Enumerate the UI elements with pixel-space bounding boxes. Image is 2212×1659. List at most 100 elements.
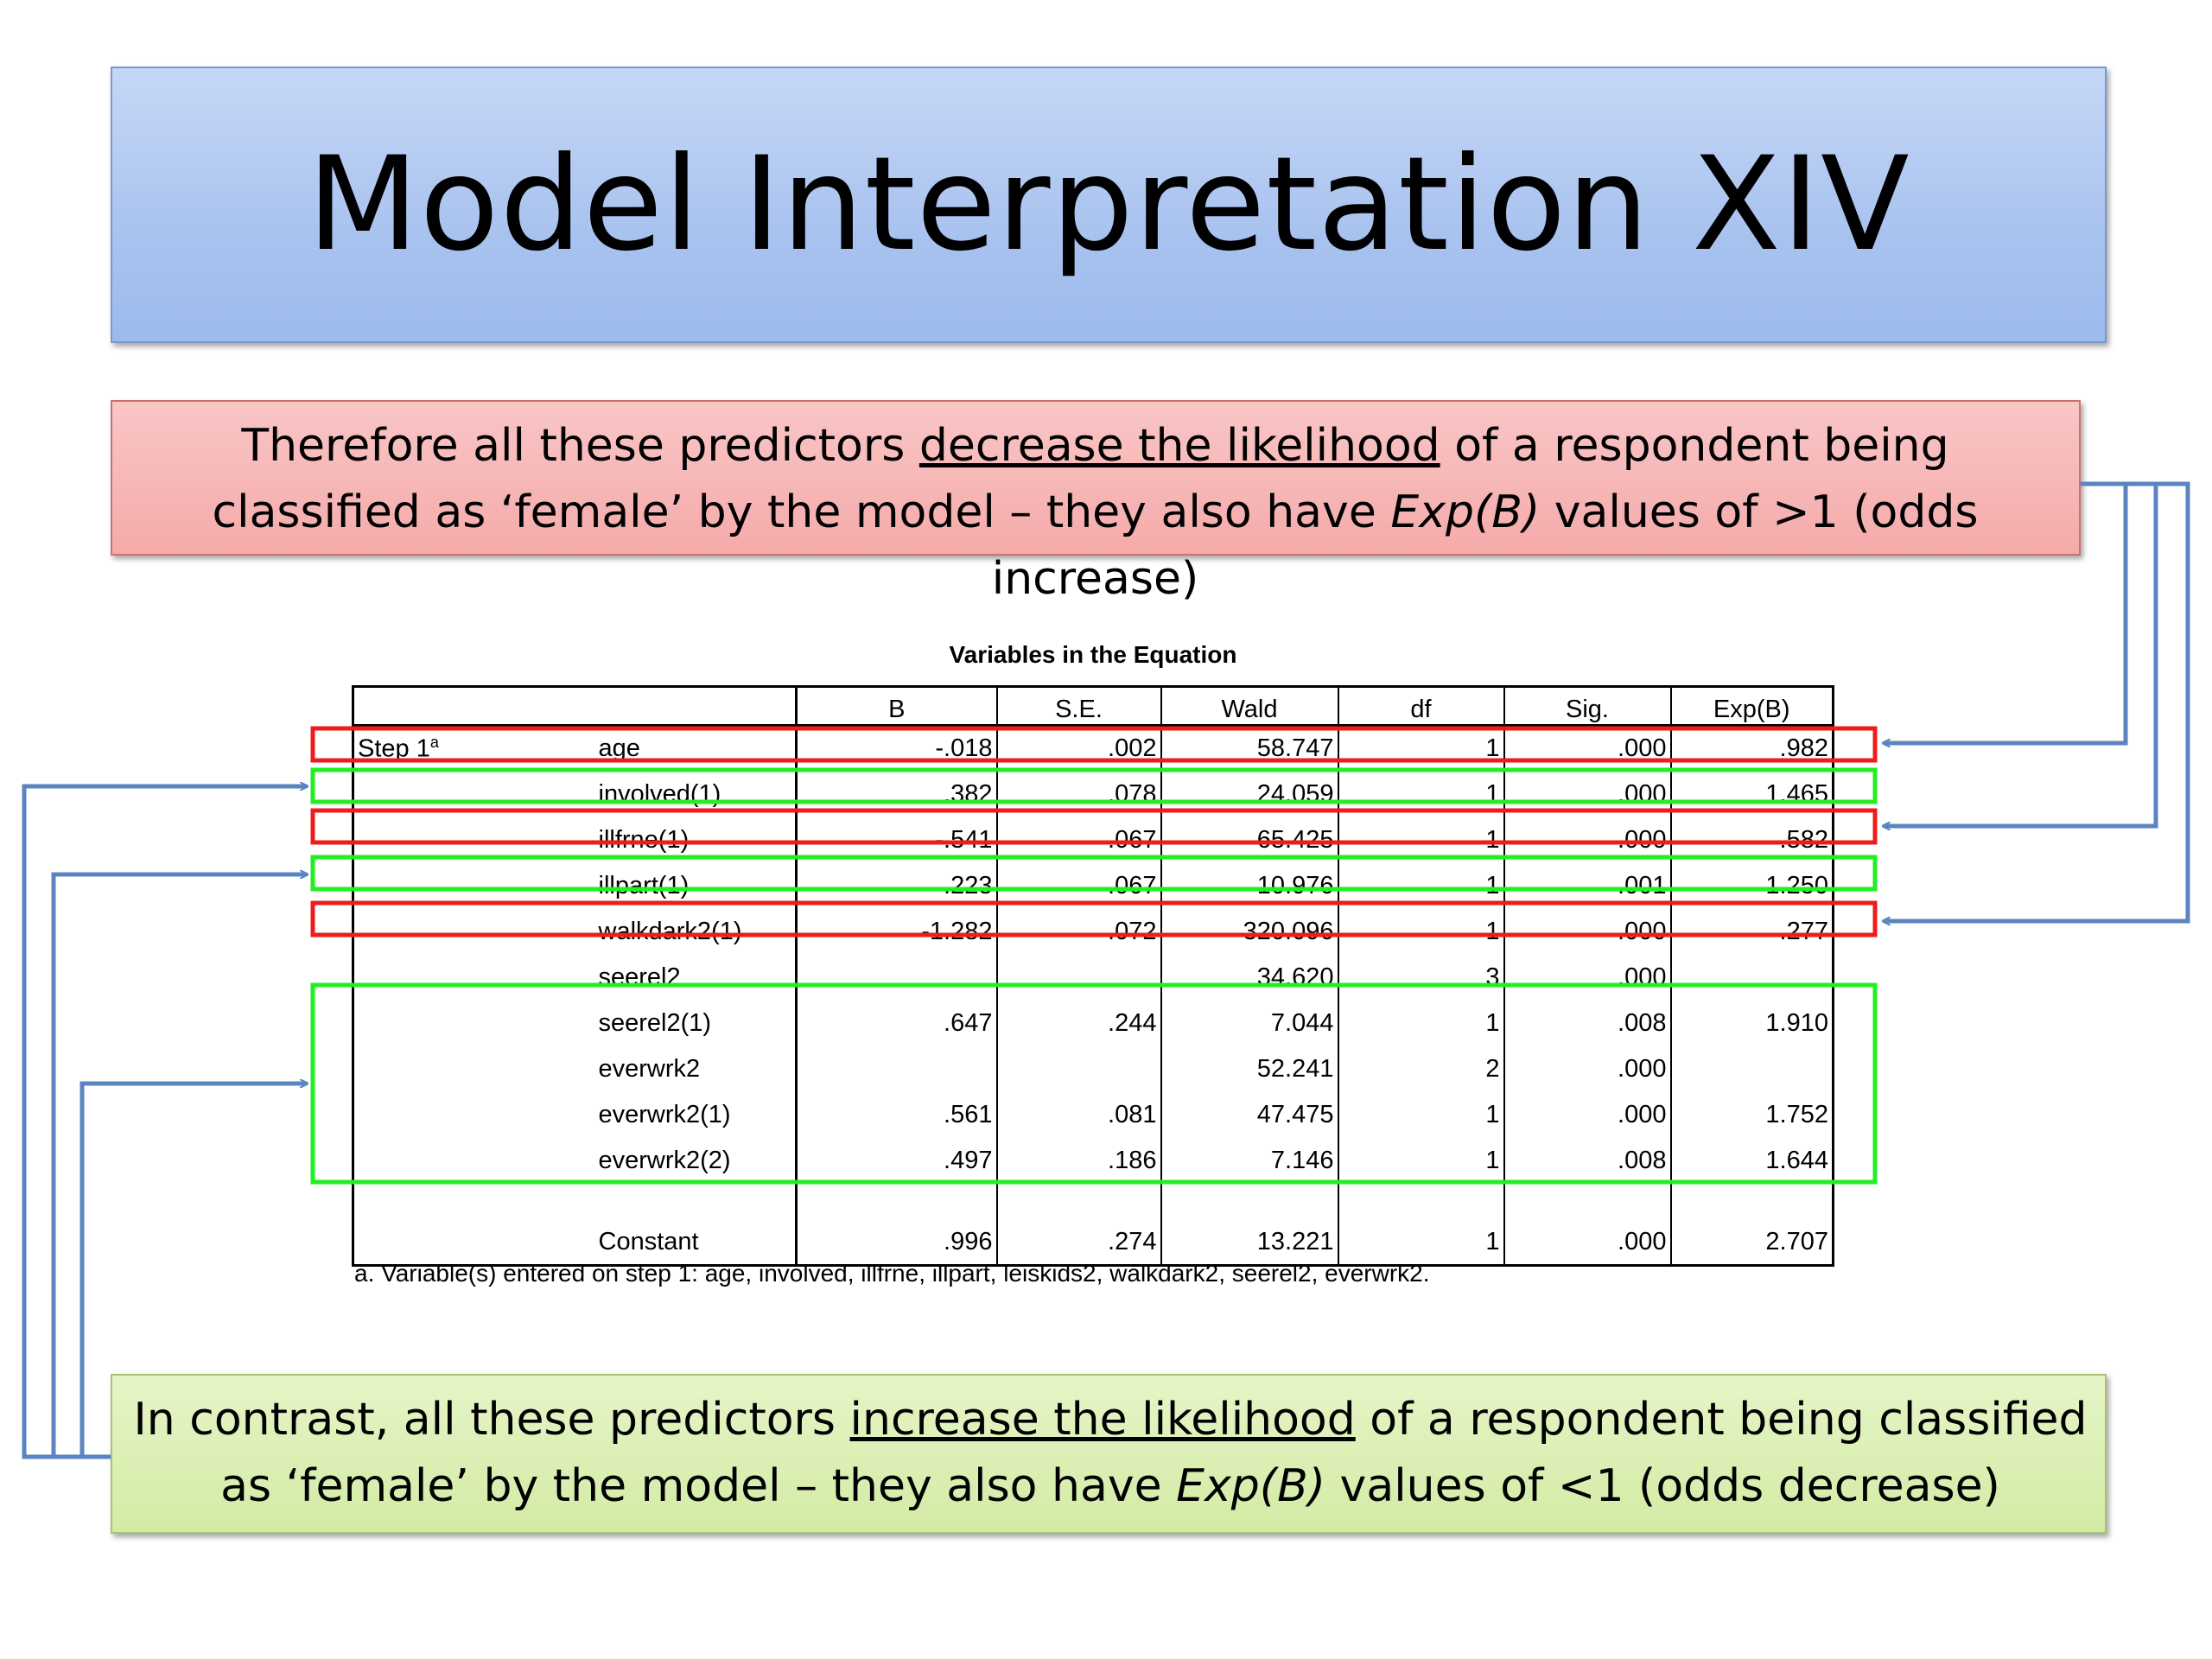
- cell-se: .002: [996, 725, 1162, 772]
- cell-b: .647: [796, 1000, 998, 1046]
- red-highlight-age: [310, 726, 1878, 763]
- step-superscript: a: [429, 734, 439, 752]
- arrow-green-to-involved: [22, 786, 307, 1459]
- cell-wald: 7.146: [1160, 1137, 1339, 1184]
- cell-se: [996, 1046, 1162, 1092]
- green-callout-text: In contrast, all these predictors increa…: [121, 1387, 2100, 1520]
- cell-df: 1: [1338, 1219, 1505, 1266]
- green-callout-box: [111, 1374, 2107, 1534]
- green-callout-part2: of a respondent being classified as ‘fem…: [220, 1394, 2088, 1512]
- cell-wald: 58.747: [1160, 725, 1339, 772]
- slide-title: Model Interpretation XIV: [307, 130, 1910, 280]
- header-wald: Wald: [1160, 686, 1339, 726]
- header-b: B: [796, 686, 998, 726]
- cell-wald: 320.096: [1160, 908, 1339, 955]
- table-spacer-row: [353, 1183, 1834, 1220]
- variable-name: age: [594, 725, 798, 772]
- green-callout-part1: In contrast, all these predictors: [133, 1394, 850, 1446]
- cell-se: .186: [996, 1137, 1162, 1184]
- cell-wald: 47.475: [1160, 1091, 1339, 1138]
- green-highlight-group: [310, 767, 1878, 1185]
- cell-se: .081: [996, 1091, 1162, 1138]
- cell-df: 1: [1338, 1137, 1505, 1184]
- green-highlight-seerel-everwrk: [310, 982, 1878, 1185]
- red-highlight-group: [310, 726, 1878, 938]
- header-cell: [594, 686, 798, 726]
- cell-se: .274: [996, 1219, 1162, 1266]
- cell-df: 2: [1338, 1046, 1505, 1092]
- red-callout-part1: Therefore all these predictors: [241, 420, 919, 472]
- cell-sig: .000: [1503, 908, 1672, 955]
- red-callout-underlined: decrease the likelihood: [918, 420, 1440, 472]
- title-banner: Model Interpretation XIV: [111, 67, 2107, 343]
- arrow-green-to-group: [79, 1084, 307, 1459]
- cell-sig: .008: [1503, 1000, 1672, 1046]
- table-header-row: B S.E. Wald df Sig. Exp(B): [353, 686, 1834, 726]
- cell-sig: .008: [1503, 1137, 1672, 1184]
- table-row: walkdark2(1) -1.282 .072 320.096 1 .000 …: [353, 908, 1834, 955]
- cell-wald: 34.620: [1160, 954, 1339, 1001]
- cell-b: [796, 954, 998, 1001]
- table-row: seerel2(1) .647 .244 7.044 1 .008 1.910: [353, 1000, 1834, 1046]
- cell-b: [796, 1046, 998, 1092]
- cell-b: .561: [796, 1091, 998, 1138]
- arrow-green-to-illpart: [51, 874, 307, 1459]
- cell-expb: 1.910: [1765, 1008, 1828, 1037]
- green-highlight-involved: [310, 767, 1878, 804]
- variable-name: everwrk2: [594, 1046, 798, 1092]
- red-highlight-illfrne: [310, 808, 1878, 845]
- table-row: everwrk2(1) .561 .081 47.475 1 .000 1.75…: [353, 1091, 1834, 1138]
- variable-name: seerel2(1): [594, 1000, 798, 1046]
- cell-df: 1: [1338, 1000, 1505, 1046]
- cell-sig: .000: [1503, 1219, 1672, 1266]
- cell-b: -1.282: [796, 908, 998, 955]
- arrow-red-to-walkdark2: [1884, 481, 2190, 921]
- cell-wald: 7.044: [1160, 1000, 1339, 1046]
- cell-expb: .982: [1779, 734, 1828, 763]
- red-callout-part3: values of >1 (odds increase): [991, 486, 1979, 605]
- cell-expb: .277: [1779, 917, 1828, 945]
- header-expb: Exp(B): [1713, 696, 1790, 723]
- variable-name: walkdark2(1): [594, 908, 798, 955]
- arrow-red-to-illfrne: [1884, 481, 2158, 826]
- cell-wald: 52.241: [1160, 1046, 1339, 1092]
- header-sig: Sig.: [1503, 686, 1672, 726]
- green-callout-part3: values of <1 (odds decrease): [1325, 1460, 2000, 1512]
- cell-b: -.018: [796, 725, 998, 772]
- table-title: Variables in the Equation: [949, 641, 1237, 668]
- cell-expb: 1.250: [1765, 871, 1828, 899]
- header-se: S.E.: [996, 686, 1162, 726]
- cell-sig: .000: [1503, 725, 1672, 772]
- table-row: everwrk2 52.241 2 .000: [353, 1046, 1834, 1092]
- cell-wald: 13.221: [1160, 1219, 1339, 1266]
- cell-se: .072: [996, 908, 1162, 955]
- cell-sig: .000: [1503, 1091, 1672, 1138]
- variable-name: Constant: [594, 1219, 798, 1266]
- cell-expb: 2.707: [1765, 1227, 1828, 1255]
- cell-expb: .582: [1779, 825, 1828, 854]
- cell-expb: 1.644: [1765, 1146, 1828, 1174]
- red-callout-italic: Exp(B): [1390, 486, 1541, 538]
- table-footnote: a. Variable(s) entered on step 1: age, i…: [354, 1260, 1430, 1287]
- table-row: everwrk2(2) .497 .186 7.146 1 .008 1.644: [353, 1137, 1834, 1184]
- table-row-constant: Constant .996 .274 13.221 1 .000 2.707: [353, 1219, 1834, 1266]
- cell-sig: .000: [1503, 1046, 1672, 1092]
- arrow-red-to-age: [1884, 481, 2128, 743]
- red-callout-text: Therefore all these predictors decrease …: [199, 413, 1992, 613]
- green-callout-underlined: increase the likelihood: [849, 1394, 1356, 1446]
- connector-arrows: [22, 481, 2190, 1459]
- cell-df: 1: [1338, 725, 1505, 772]
- header-df: df: [1338, 686, 1505, 726]
- red-highlight-walkdark2: [310, 900, 1878, 938]
- green-highlight-illpart: [310, 855, 1878, 892]
- cell-se: [996, 954, 1162, 1001]
- red-callout-box: [111, 400, 2081, 556]
- variable-name: everwrk2(1): [594, 1091, 798, 1138]
- cell-df: 1: [1338, 1091, 1505, 1138]
- cell-df: 1: [1338, 908, 1505, 955]
- cell-b: .996: [796, 1219, 998, 1266]
- cell-se: .244: [996, 1000, 1162, 1046]
- green-callout-italic: Exp(B): [1176, 1460, 1326, 1512]
- red-callout-part2: of a respondent being classified as ‘fem…: [212, 420, 1949, 538]
